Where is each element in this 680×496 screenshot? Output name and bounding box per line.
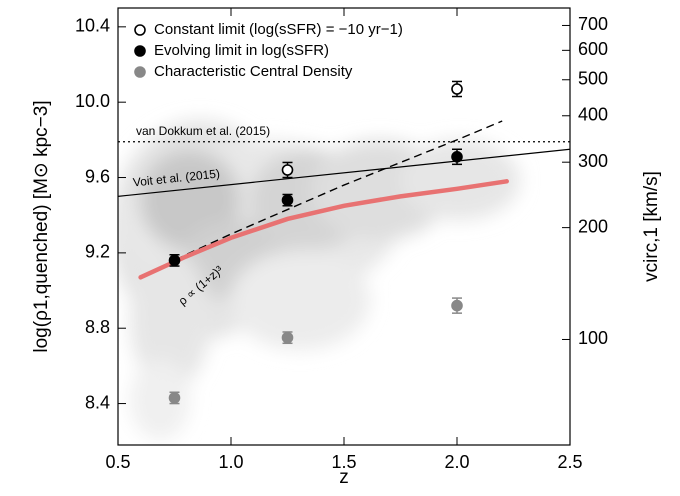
y-tick-label: 8.8	[85, 317, 110, 337]
y-axis-label: log(ρ1,quenched) [M⊙ kpc−3]	[31, 100, 52, 352]
legend-label: Evolving limit in log(sSFR)	[154, 42, 329, 59]
x-tick-label: 2.5	[557, 452, 582, 472]
legend-marker	[134, 45, 146, 57]
y2-tick-label: 500	[578, 69, 608, 89]
y-tick-label: 9.2	[85, 242, 110, 262]
data-point	[281, 164, 294, 176]
legend-label: Constant limit (log(sSFR) = −10 yr−1)	[154, 21, 403, 38]
y2-axis-label: vcirc,1 [km/s]	[641, 171, 662, 282]
y2-tick-label: 700	[578, 14, 608, 34]
y-tick-label: 9.6	[85, 166, 110, 186]
y2-tick-label: 600	[578, 39, 608, 59]
y2-tick-label: 300	[578, 151, 608, 171]
legend-label: Characteristic Central Density	[154, 63, 353, 80]
x-axis-label: z	[339, 467, 349, 488]
y2-tick-label: 400	[578, 105, 608, 125]
data-point	[168, 392, 181, 404]
legend-marker	[134, 66, 146, 78]
density-cloud	[118, 120, 520, 440]
plot-content	[118, 120, 570, 280]
y2-tick-label: 200	[578, 216, 608, 236]
line-annotation: van Dokkum et al. (2015)	[136, 124, 270, 138]
y2-tick-label: 100	[578, 328, 608, 348]
data-point	[281, 194, 294, 206]
x-tick-label: 0.5	[105, 452, 130, 472]
data-point	[168, 254, 181, 267]
legend-marker	[134, 24, 146, 36]
y-tick-label: 8.4	[85, 392, 110, 412]
data-point	[451, 83, 463, 95]
y-tick-label: 10.0	[75, 91, 110, 111]
data-point	[451, 299, 463, 312]
reference-line	[118, 148, 570, 197]
x-tick-label: 2.0	[444, 452, 469, 472]
reference-line	[138, 179, 509, 280]
data-point	[281, 331, 294, 344]
y-tick-label: 10.4	[75, 16, 110, 36]
x-tick-label: 1.0	[218, 452, 243, 472]
x-tick-label: 1.5	[331, 452, 356, 472]
data-point	[451, 151, 463, 163]
